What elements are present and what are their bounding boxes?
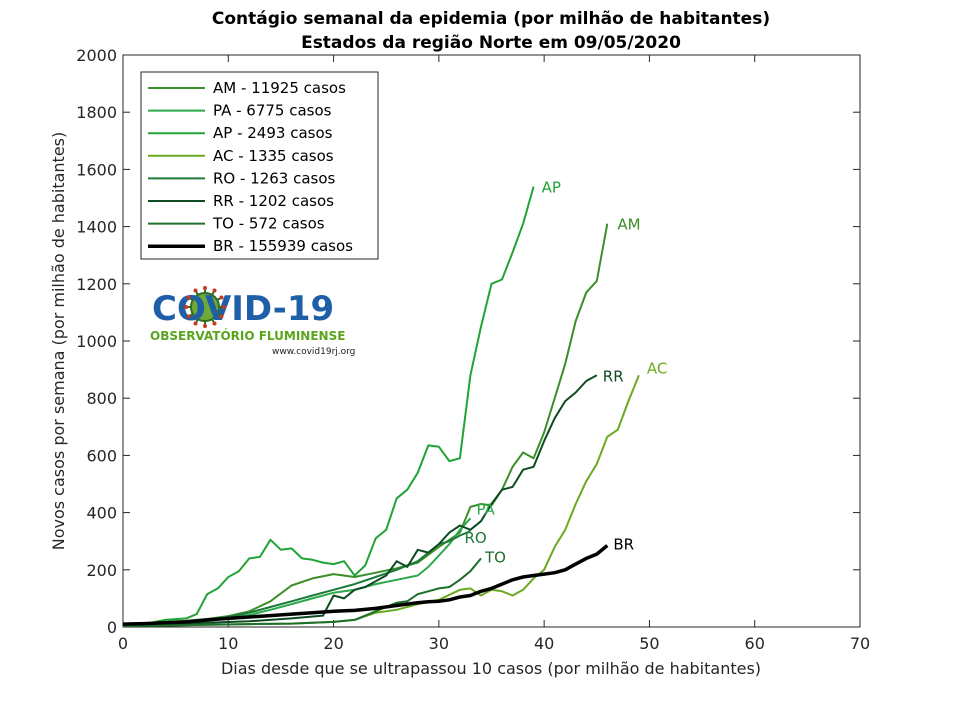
- series-end-label: AP: [542, 179, 561, 197]
- series-end-label: PA: [476, 500, 495, 518]
- legend: AM - 11925 casos PA - 6775 casos AP - 2493…: [140, 71, 379, 260]
- series-line-br: [122, 544, 609, 626]
- virus-spike-tip: [203, 286, 207, 290]
- chart-subtitle: Estados da região Norte em 09/05/2020: [301, 33, 681, 53]
- x-tick-label: 0: [118, 634, 128, 653]
- virus-spike-tip: [186, 314, 191, 319]
- legend-box: [140, 71, 379, 260]
- virus-spike-tip: [193, 288, 198, 293]
- y-tick-label: 1800: [76, 103, 117, 122]
- x-tick-label: 60: [745, 634, 765, 653]
- virus-spike-tip: [219, 314, 224, 319]
- series-end-label: AM: [617, 216, 640, 234]
- chart-title: Contágio semanal da epidemia (por milhão…: [212, 9, 770, 29]
- y-tick-label: 0: [107, 618, 117, 637]
- series-end-label: RO: [464, 529, 486, 547]
- x-tick-label: 40: [534, 634, 554, 653]
- y-tick-label: 2000: [76, 46, 117, 65]
- series-lines: [122, 186, 640, 628]
- y-tick-label: 400: [86, 504, 117, 523]
- virus-spike-tip: [203, 324, 207, 328]
- series-line-ap: [122, 186, 535, 627]
- x-tick-label: 70: [850, 634, 870, 653]
- x-tick-label: 50: [639, 634, 659, 653]
- x-tick-label: 10: [218, 634, 238, 653]
- series-end-label: AC: [647, 359, 667, 377]
- legend-entry: AP - 2493 casos: [213, 124, 333, 142]
- y-tick-label: 1400: [76, 218, 117, 237]
- legend-entry: BR - 155939 casos: [213, 237, 353, 255]
- y-tick-label: 1600: [76, 160, 117, 179]
- logo-title: COVID-19: [152, 289, 334, 329]
- virus-spike-tip: [186, 295, 191, 300]
- virus-spike-tip: [212, 321, 217, 326]
- logo-url: www.covid19rj.org: [272, 347, 355, 357]
- legend-entry: TO - 572 casos: [212, 215, 325, 233]
- series-end-labels: AM PA AP AC RO RR TO BR: [464, 179, 667, 567]
- x-tick-label: 20: [323, 634, 343, 653]
- axis-ticks: 0 10 20 30 40 50 60 70 0 200 400 600 800 1000 1200 1400…: [76, 46, 870, 653]
- virus-spike-tip: [222, 305, 226, 309]
- legend-entry: AM - 11925 casos: [213, 79, 346, 97]
- series-end-label: TO: [484, 548, 506, 566]
- virus-spike-tip: [193, 321, 198, 326]
- x-axis-label: Dias desde que se ultrapassou 10 casos (…: [221, 659, 761, 678]
- virus-spike-tip: [212, 288, 217, 293]
- y-tick-label: 600: [86, 446, 117, 465]
- virus-spike-tip: [219, 295, 224, 300]
- y-tick-label: 200: [86, 561, 117, 580]
- legend-entry: AC - 1335 casos: [213, 147, 334, 165]
- covid19-logo: COVID-19 OBSERVATÓRIO FLUMINENSE www.cov…: [150, 286, 355, 357]
- y-tick-label: 1000: [76, 332, 117, 351]
- virus-spike-tip: [184, 305, 188, 309]
- y-tick-label: 800: [86, 389, 117, 408]
- logo-subtitle: OBSERVATÓRIO FLUMINENSE: [150, 328, 345, 343]
- series-end-label: BR: [613, 535, 634, 553]
- legend-entry: RR - 1202 casos: [213, 192, 334, 210]
- y-tick-label: 1200: [76, 275, 117, 294]
- legend-entry: RO - 1263 casos: [213, 169, 336, 187]
- x-tick-label: 30: [429, 634, 449, 653]
- legend-entry: PA - 6775 casos: [213, 102, 332, 120]
- series-end-label: RR: [603, 367, 624, 385]
- y-axis-label: Novos casos por semana (por milhão de ha…: [49, 132, 68, 551]
